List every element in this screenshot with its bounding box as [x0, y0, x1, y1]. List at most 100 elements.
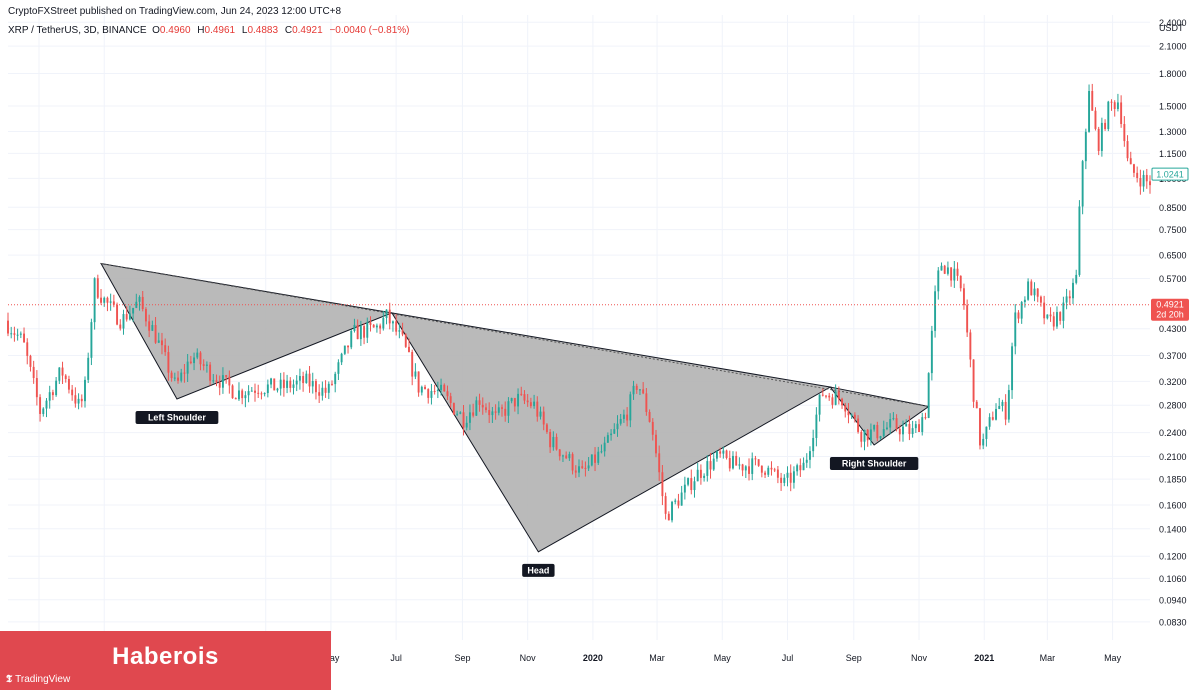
candle-body [671, 501, 673, 521]
candle-body [238, 390, 240, 400]
candle-body [536, 401, 539, 417]
candle-body [359, 326, 362, 340]
candle-body [667, 513, 670, 521]
candle-body [228, 376, 231, 386]
candle-body [23, 333, 26, 343]
candle-body [735, 455, 738, 466]
x-tick-label: 2021 [974, 653, 994, 663]
candle-body [1017, 312, 1020, 319]
y-tick-label: 0.4300 [1159, 324, 1187, 334]
close-label: C [284, 25, 293, 36]
candle-body [205, 364, 208, 366]
candle-body [417, 371, 420, 393]
candle-body [234, 398, 237, 400]
candle-body [90, 322, 93, 358]
candle-body [818, 394, 821, 415]
candle-body [209, 364, 212, 381]
candle-body [363, 326, 366, 338]
candle-body [119, 324, 122, 329]
candle-body [414, 371, 417, 377]
candle-body [1065, 296, 1068, 303]
candle-body [1091, 90, 1094, 111]
candle-body [1068, 296, 1071, 299]
candle-body [1126, 141, 1129, 159]
candle-body [645, 393, 648, 412]
pattern-label-box [135, 410, 219, 424]
y-tick-label: 0.0940 [1159, 595, 1187, 605]
pattern-labels: Left Shoulder Head Right Shoulder [135, 410, 919, 577]
open-label: O [152, 25, 160, 36]
candle-body [452, 403, 455, 415]
candle-body [796, 465, 799, 472]
candle-body [809, 451, 811, 460]
candle-body [199, 352, 202, 365]
candle-body [760, 465, 763, 473]
candle-body [658, 453, 661, 473]
candle-body [215, 380, 218, 383]
x-tick-label: Nov [911, 653, 928, 663]
candle-body [1136, 172, 1139, 179]
candle-body [183, 372, 186, 374]
candle-body [661, 472, 664, 497]
candle-body [1011, 346, 1014, 391]
x-tick-label: May [322, 653, 340, 663]
candle-body [889, 419, 892, 428]
candle-body [1075, 274, 1078, 283]
candle-body [934, 291, 937, 331]
candle-body [128, 313, 131, 320]
candle-body [420, 386, 423, 393]
candle-body [1052, 316, 1055, 327]
candle-body [193, 357, 196, 364]
candle-body [424, 386, 426, 390]
candle-body [132, 307, 135, 314]
candle-body [690, 478, 693, 491]
pattern-label-box [522, 563, 555, 577]
candle-body [80, 398, 83, 402]
candle-body [770, 467, 773, 470]
y-tick-label: 2.4000 [1159, 18, 1187, 28]
candle-body [773, 469, 776, 471]
candle-body [812, 437, 815, 452]
candle-body [956, 268, 959, 276]
candle-body [1116, 102, 1119, 109]
candle-body [334, 373, 337, 385]
candle-body [542, 411, 545, 425]
candle-body [279, 379, 282, 389]
candle-body [597, 451, 600, 463]
candle-body [154, 325, 157, 343]
candle-body [751, 458, 754, 474]
candle-body [648, 411, 651, 422]
candle-body [1043, 302, 1046, 319]
x-tick-label: Nov [520, 653, 537, 663]
candle-body [186, 361, 189, 374]
candle-body [792, 471, 795, 483]
tradingview-logo: 𝕿 TradingView [6, 674, 70, 685]
symbol-name[interactable]: XRP / TetherUS, 3D, BINANCE [8, 25, 147, 36]
candle-body [998, 406, 1001, 409]
candle-body [946, 267, 949, 274]
y-tick-label: 1.8000 [1159, 69, 1187, 79]
candle-body [465, 422, 468, 428]
change-value: −0.0040 (−0.81%) [329, 25, 410, 36]
y-tick-label: 0.7500 [1159, 225, 1187, 235]
candle-body [103, 297, 106, 303]
candle-body [815, 414, 818, 438]
candle-body [693, 481, 696, 491]
candle-body [491, 411, 494, 416]
candle-body [555, 436, 558, 450]
candle-body [972, 359, 975, 402]
candle-body [898, 428, 901, 435]
candle-body [728, 457, 731, 469]
candle-body [263, 393, 266, 395]
candle-body [408, 346, 410, 352]
candle-body [651, 421, 654, 435]
candle-body [821, 394, 824, 396]
candle-body [388, 309, 391, 324]
candle-body [324, 387, 327, 393]
candle-body [375, 325, 378, 328]
candle-body [988, 417, 991, 427]
candle-body [481, 404, 484, 408]
candle-body [430, 390, 433, 398]
